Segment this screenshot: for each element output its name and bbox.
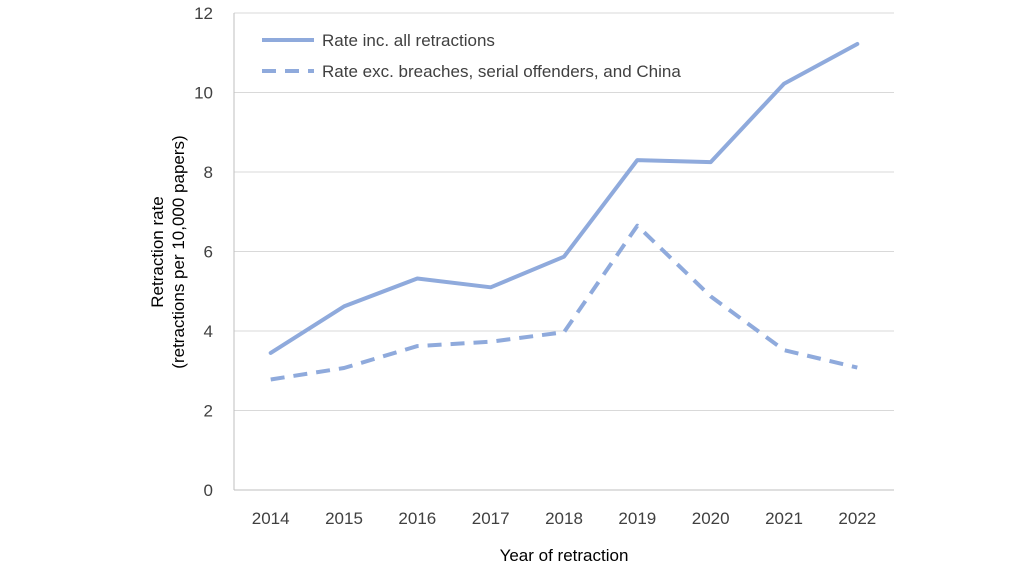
legend-label: Rate inc. all retractions (322, 31, 495, 50)
series-lines (268, 42, 860, 382)
y-tick-label: 10 (194, 84, 213, 103)
series-line-excluding (270, 223, 858, 382)
y-axis-title: Retraction rate (retractions per 10,000 … (148, 135, 188, 368)
y-tick-label: 8 (204, 163, 213, 182)
y-tick-label: 12 (194, 4, 213, 23)
x-tick-label: 2018 (545, 509, 583, 528)
legend-label: Rate exc. breaches, serial offenders, an… (322, 62, 681, 81)
x-tick-label: 2019 (618, 509, 656, 528)
x-tick-label: 2015 (325, 509, 363, 528)
x-tick-labels: 2014 2015 2016 2017 2018 2019 2020 2021 2022 (252, 509, 876, 528)
x-tick-label: 2017 (472, 509, 510, 528)
y-tick-label: 4 (204, 322, 213, 341)
y-tick-labels: 0 2 4 6 8 10 12 (194, 4, 213, 500)
y-axis-title-line1: Retraction rate (148, 196, 167, 308)
x-tick-label: 2020 (692, 509, 730, 528)
y-axis-title-line2: (retractions per 10,000 papers) (169, 135, 188, 368)
x-axis-title: Year of retraction (500, 546, 629, 565)
x-tick-label: 2016 (398, 509, 436, 528)
y-tick-label: 0 (204, 481, 213, 500)
series-line-all-retractions (268, 42, 860, 355)
x-tick-label: 2014 (252, 509, 290, 528)
x-tick-label: 2022 (838, 509, 876, 528)
y-tick-label: 2 (204, 402, 213, 421)
y-tick-label: 6 (204, 243, 213, 262)
legend: Rate inc. all retractions Rate exc. breac… (262, 31, 681, 81)
x-tick-label: 2021 (765, 509, 803, 528)
gridlines (233, 12, 894, 491)
